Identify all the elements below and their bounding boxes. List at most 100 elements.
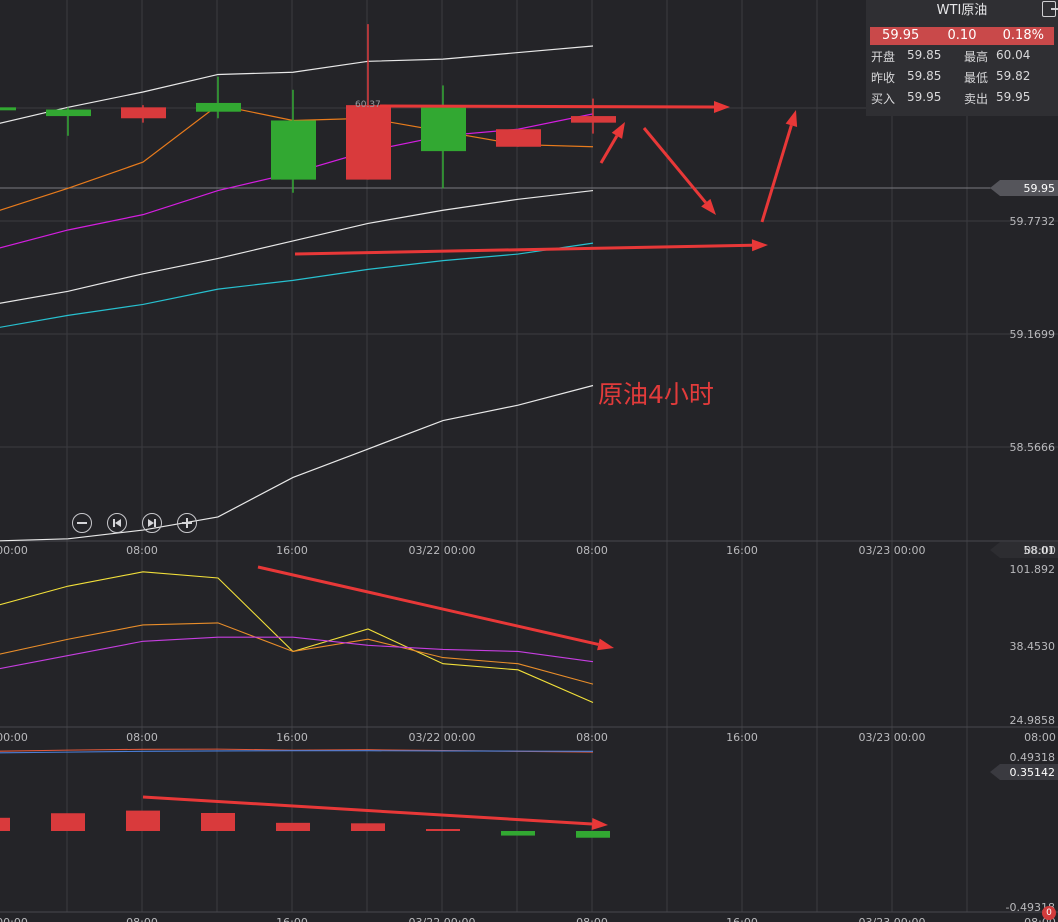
step-back-icon[interactable] [107, 513, 127, 533]
arrow-support [294, 239, 768, 256]
arrow-shaft [257, 565, 599, 646]
oscillator-line-1 [0, 622, 594, 685]
low-label: 最低 [964, 71, 989, 85]
arrow-up-small [599, 122, 625, 164]
zoom-out-icon[interactable] [72, 513, 92, 533]
x-tick-label: 16:00 [276, 916, 308, 922]
ask-label: 卖出 [964, 92, 989, 106]
arrow-shaft [379, 104, 715, 109]
y-tick-label: 59.7732 [1010, 215, 1056, 228]
chart-annotation: 原油4小时 [598, 380, 714, 409]
candle-body [46, 109, 91, 117]
oscillator-y-tick: 101.892 [1010, 563, 1056, 576]
quote-panel: WTI原油 59.95 0.10 0.18% 开盘 59.85 最高 60.04… [866, 0, 1058, 116]
x-tick-label: 08:00 [1024, 731, 1056, 744]
candle [196, 76, 241, 119]
arrow-shaft [760, 124, 793, 223]
open-value: 59.85 [907, 48, 942, 62]
macd-bar [126, 810, 160, 831]
x-tick-label: 08:00 [576, 916, 608, 922]
oscillator-y-tick: 38.4530 [1010, 640, 1056, 653]
arrow-shaft [142, 795, 593, 826]
zoom-in-icon[interactable] [177, 513, 197, 533]
oscillator-y-tick: 24.9858 [1010, 714, 1056, 727]
x-tick-label: 03/22 00:00 [409, 544, 476, 557]
last-price-tag-text: 59.95 [1024, 182, 1056, 195]
candle-body [571, 116, 616, 123]
candle-body [0, 107, 16, 111]
candle [496, 129, 541, 147]
arrow-head [591, 818, 608, 831]
arrow-head [751, 239, 768, 252]
candle [271, 89, 316, 193]
x-tick-label: 08:00 [576, 544, 608, 557]
arrow-head [611, 122, 625, 139]
arrow-macd-down [142, 795, 608, 831]
open-label: 开盘 [871, 50, 896, 64]
candle [571, 98, 616, 134]
quote-grid: 开盘 59.85 最高 60.04 昨收 59.85 最低 59.82 买入 5… [866, 45, 1058, 107]
x-tick-label: 08:00 [126, 544, 158, 557]
arrow-head [785, 110, 798, 128]
candle-body [196, 102, 241, 112]
x-tick-label: 16:00 [726, 731, 758, 744]
step-forward-icon[interactable] [142, 513, 162, 533]
x-tick-label: 08:00 [1024, 544, 1056, 557]
x-tick-label: 03/22 00:00 [409, 916, 476, 922]
prev-close-value: 59.85 [907, 69, 942, 83]
macd-tag-text: 0.35142 [1010, 766, 1056, 779]
x-tick-label: 08:00 [126, 731, 158, 744]
candle [421, 85, 466, 189]
corner-badge-icon[interactable]: 0 [1042, 906, 1056, 920]
x-tick-label: 16:00 [726, 916, 758, 922]
macd-bar [0, 817, 10, 831]
candle-body [346, 105, 391, 180]
arrow-head [713, 100, 730, 113]
macd-tag [990, 764, 1058, 780]
x-tick-label: 16:00 [276, 731, 308, 744]
macd-line-1 [0, 750, 594, 754]
arrow-shaft [642, 127, 707, 204]
arrow-shaft [599, 135, 619, 164]
arrow-down [642, 127, 716, 215]
bid-value: 59.95 [907, 90, 942, 104]
candle-body [496, 129, 541, 147]
candle-body [421, 105, 466, 152]
x-tick-label: 03/23 00:00 [859, 916, 926, 922]
x-tick-label: 03/22 00:00 [409, 731, 476, 744]
quote-title: WTI原油 [936, 3, 988, 18]
oscillator-line-2 [0, 636, 594, 670]
bid-label: 买入 [871, 92, 896, 106]
exit-icon[interactable] [1042, 1, 1058, 17]
bottom-price-tag-text: 58.01 [1024, 544, 1056, 557]
x-tick-label: 03/23 00:00 [859, 731, 926, 744]
candle [0, 107, 16, 111]
y-tick-label: 59.1699 [1010, 328, 1056, 341]
bottom-price-tag [990, 542, 1058, 558]
arrow-head [597, 638, 614, 651]
high-label: 最高 [964, 50, 989, 64]
arrow-shaft [294, 243, 753, 256]
indicator-line-0 [0, 45, 594, 124]
low-value: 59.82 [996, 69, 1031, 83]
macd-bar [501, 831, 535, 836]
y-tick-label: 58.5666 [1010, 441, 1056, 454]
macd-bar [351, 823, 385, 831]
x-tick-label: 03/23 00:00 [859, 544, 926, 557]
macd-y-tick: 0.49318 [1010, 751, 1056, 764]
high-marker-label: 60.37 [355, 100, 381, 110]
x-tick-label: 08:00 [1024, 916, 1056, 922]
ask-value: 59.95 [996, 90, 1031, 104]
x-tick-label: 08:00 [576, 731, 608, 744]
arrow-head [701, 198, 716, 215]
x-tick-label: 00:00 [0, 731, 28, 744]
price-change: 0.10 [947, 28, 977, 43]
indicator-line-6 [0, 384, 594, 542]
macd-bar [51, 813, 85, 831]
last-price-tag [990, 180, 1058, 196]
candle [346, 24, 391, 180]
x-tick-label: 16:00 [276, 544, 308, 557]
price-change-pct: 0.18% [1002, 28, 1044, 43]
prev-close-label: 昨收 [871, 71, 896, 85]
